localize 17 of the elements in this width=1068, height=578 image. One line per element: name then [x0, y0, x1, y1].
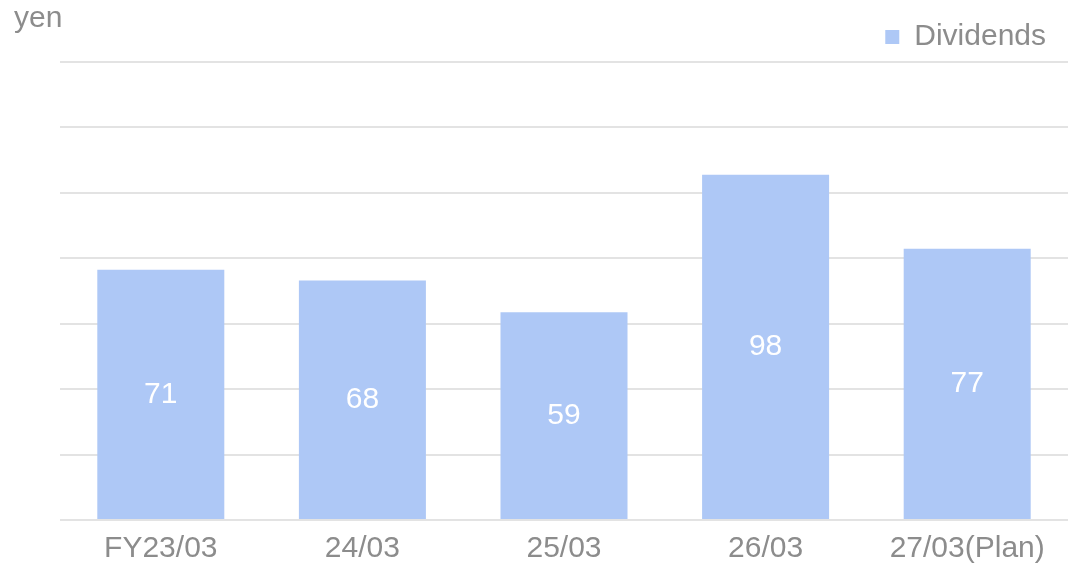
x-tick-label: 26/03	[728, 530, 804, 564]
data-label: 68	[345, 380, 380, 414]
legend-label: Dividends	[914, 18, 1046, 52]
bar	[298, 280, 426, 519]
bar	[500, 312, 628, 519]
data-label: 59	[547, 396, 581, 430]
data-label: 98	[748, 328, 783, 362]
bar	[97, 269, 225, 519]
x-tick-label: 24/03	[324, 530, 400, 564]
bar	[702, 174, 830, 519]
data-label: 71	[144, 375, 178, 409]
x-tick-label: FY23/03	[104, 530, 218, 564]
data-label: 77	[950, 365, 984, 399]
x-tick-label: 27/03(Plan)	[889, 530, 1045, 564]
y-axis-title: yen	[14, 0, 63, 34]
bar	[903, 248, 1031, 519]
x-tick-label: 25/03	[526, 530, 602, 564]
